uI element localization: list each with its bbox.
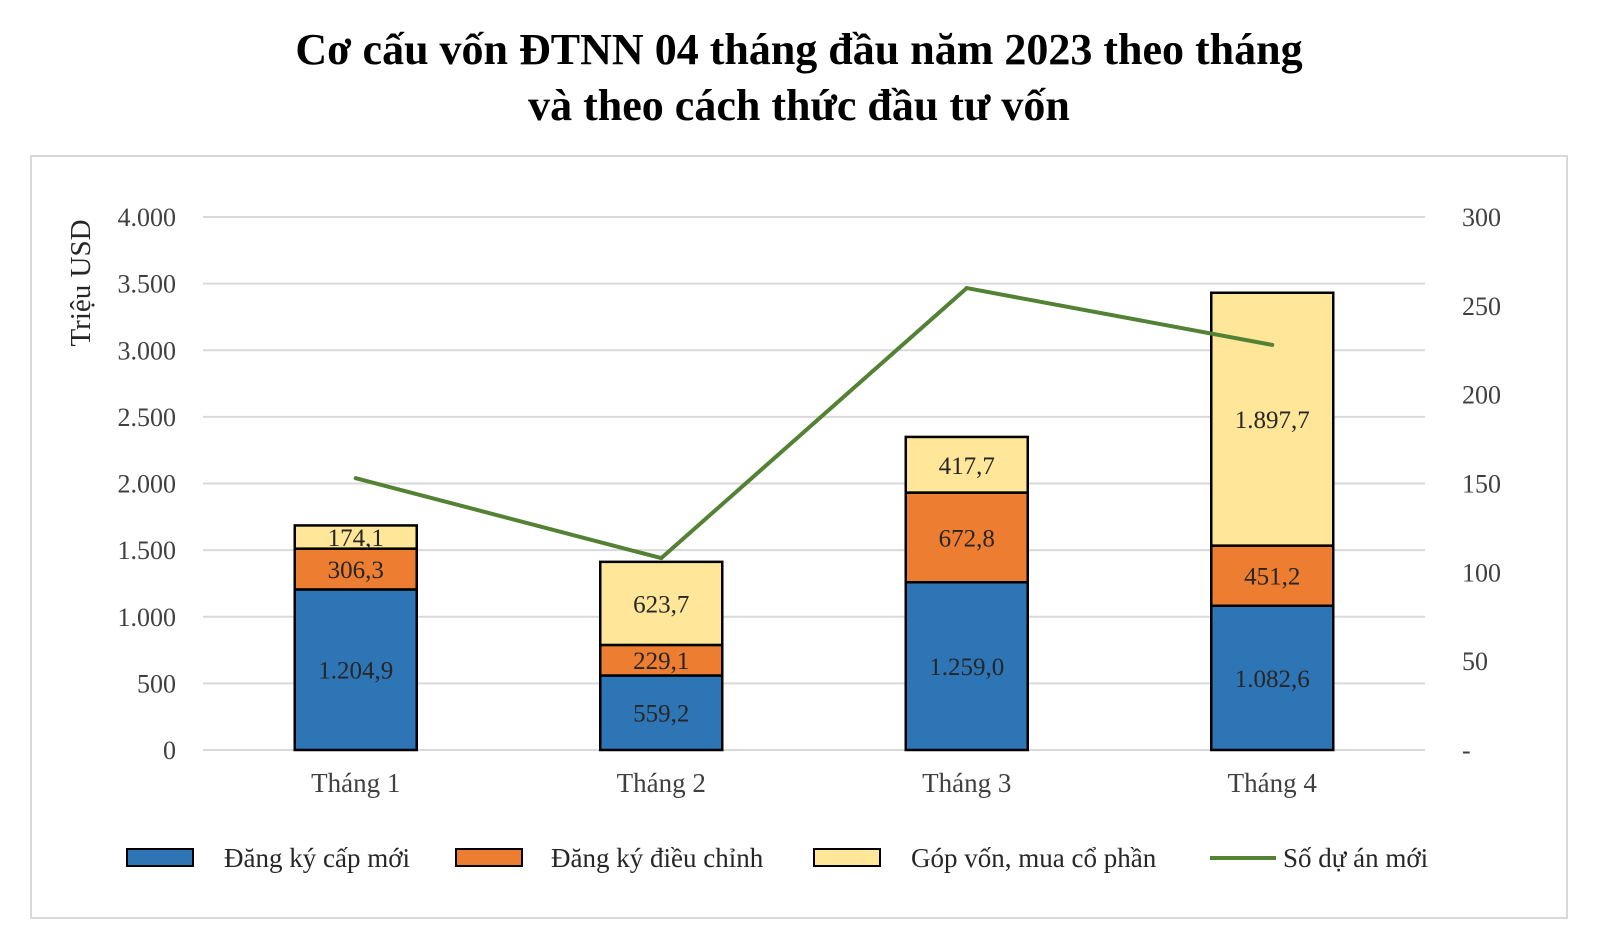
- y2-tick-label: 200: [1462, 381, 1501, 410]
- bar-segment: [599, 560, 724, 647]
- line-point: [659, 556, 664, 561]
- legend-label: Đăng ký điều chỉnh: [551, 843, 764, 873]
- y-tick-label: 0: [163, 736, 176, 765]
- y-tick-label: 1.500: [118, 536, 177, 565]
- bar-segment: [599, 643, 724, 677]
- x-tick-label: Tháng 2: [617, 768, 706, 798]
- y-tick-label: 1.000: [118, 603, 177, 632]
- data-label: 451,2: [1244, 564, 1300, 591]
- y2-tick-label: 250: [1462, 292, 1501, 321]
- chart-frame: [30, 155, 1568, 919]
- data-label: 417,7: [939, 453, 995, 480]
- data-label: 306,3: [328, 557, 384, 584]
- y-tick-label: 500: [137, 669, 176, 698]
- bar-segment: [1210, 544, 1335, 607]
- bar-segment: [599, 674, 724, 752]
- x-tick-label: Tháng 1: [311, 768, 400, 798]
- y-tick-label: 2.500: [118, 403, 177, 432]
- data-label: 672,8: [939, 525, 995, 552]
- y2-tick-label: -: [1462, 736, 1471, 765]
- data-label: 559,2: [633, 701, 689, 728]
- y-tick-label: 2.000: [118, 470, 177, 499]
- data-label: 1.259,0: [929, 654, 1004, 681]
- line-point: [353, 476, 358, 481]
- line-point: [964, 286, 969, 291]
- chart-title-line2: và theo cách thức đầu tư vốn: [528, 81, 1070, 130]
- y2-tick-label: 50: [1462, 647, 1488, 676]
- y-axis-label: Triệu USD: [65, 219, 97, 346]
- data-label: 1.082,6: [1235, 666, 1310, 693]
- x-tick-label: Tháng 3: [922, 768, 1011, 798]
- chart-title-line1: Cơ cấu vốn ĐTNN 04 tháng đầu năm 2023 th…: [295, 25, 1303, 74]
- data-label: 229,1: [633, 648, 689, 675]
- legend-label: Góp vốn, mua cổ phần: [911, 843, 1157, 873]
- x-tick-label: Tháng 4: [1228, 768, 1318, 798]
- data-label: 623,7: [633, 591, 689, 618]
- data-label: 1.897,7: [1235, 407, 1310, 434]
- bar-segment: [1210, 604, 1335, 752]
- bar-segment: [1210, 291, 1335, 547]
- line-point: [1270, 342, 1275, 347]
- legend-label: Đăng ký cấp mới: [224, 843, 410, 873]
- line-series-so-du-an-moi: [355, 286, 1273, 561]
- bar-segment: [904, 435, 1029, 494]
- y-tick-label: 3.000: [118, 336, 177, 365]
- y-tick-label: 4.000: [118, 203, 177, 232]
- legend-swatch: [813, 848, 881, 867]
- bar-segment: [904, 491, 1029, 584]
- y2-tick-label: 150: [1462, 470, 1501, 499]
- y2-tick-label: 300: [1462, 203, 1501, 232]
- data-label: 1.204,9: [318, 658, 393, 685]
- y-tick-label: 3.500: [118, 270, 177, 299]
- chart-title: Cơ cấu vốn ĐTNN 04 tháng đầu năm 2023 th…: [0, 22, 1598, 134]
- bar-segment: [293, 524, 418, 550]
- legend-swatch: [455, 848, 523, 867]
- legend-label: Số dự án mới: [1283, 843, 1428, 873]
- data-label: 174,1: [328, 525, 384, 552]
- y2-tick-label: 100: [1462, 558, 1501, 587]
- legend-swatch: [126, 848, 194, 867]
